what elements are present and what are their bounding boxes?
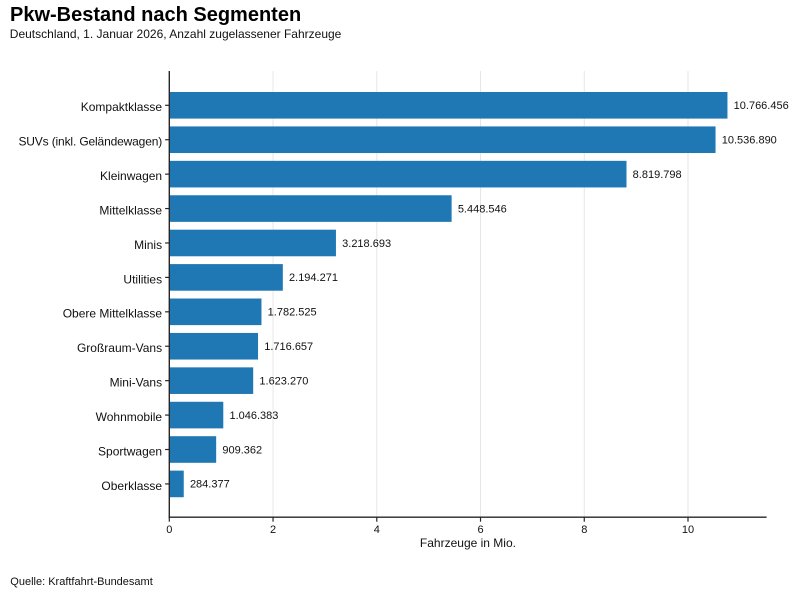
svg-text:Pkw-Bestand nach Segmenten: Pkw-Bestand nach Segmenten [10,4,301,26]
svg-text:Minis: Minis [134,238,162,252]
svg-text:Kompaktklasse: Kompaktklasse [81,100,163,114]
svg-text:Oberklasse: Oberklasse [101,479,162,493]
svg-text:SUVs (inkl. Geländewagen): SUVs (inkl. Geländewagen) [18,135,162,149]
svg-text:Utilities: Utilities [123,272,162,286]
svg-text:Sportwagen: Sportwagen [98,444,162,458]
svg-text:Kleinwagen: Kleinwagen [100,169,162,183]
svg-text:10: 10 [682,524,694,536]
svg-text:1.046.383: 1.046.383 [229,410,278,422]
svg-text:1.716.657: 1.716.657 [264,341,313,353]
svg-text:6: 6 [477,524,483,536]
svg-text:8: 8 [581,524,587,536]
svg-text:0: 0 [166,524,172,536]
svg-text:909.362: 909.362 [222,444,262,456]
svg-text:1.782.525: 1.782.525 [268,307,317,319]
svg-text:Obere Mittelklasse: Obere Mittelklasse [63,307,163,321]
svg-text:Wohnmobile: Wohnmobile [96,410,163,424]
svg-text:10.766.456: 10.766.456 [734,100,789,112]
svg-text:Großraum-Vans: Großraum-Vans [77,341,162,355]
svg-text:284.377: 284.377 [190,479,230,491]
svg-text:4: 4 [374,524,380,536]
svg-text:2: 2 [270,524,276,536]
svg-text:5.448.546: 5.448.546 [458,203,507,215]
svg-text:Deutschland, 1. Januar 2026, A: Deutschland, 1. Januar 2026, Anzahl zuge… [10,27,342,41]
svg-text:Quelle: Kraftfahrt-Bundesamt: Quelle: Kraftfahrt-Bundesamt [10,576,152,588]
svg-text:3.218.693: 3.218.693 [342,238,391,250]
svg-text:8.819.798: 8.819.798 [633,169,682,181]
svg-text:2.194.271: 2.194.271 [289,272,338,284]
svg-text:Fahrzeuge in Mio.: Fahrzeuge in Mio. [420,536,516,550]
svg-text:10.536.890: 10.536.890 [722,135,777,147]
svg-text:1.623.270: 1.623.270 [259,375,308,387]
svg-text:Mini-Vans: Mini-Vans [110,376,162,390]
svg-text:Mittelklasse: Mittelklasse [99,203,162,217]
